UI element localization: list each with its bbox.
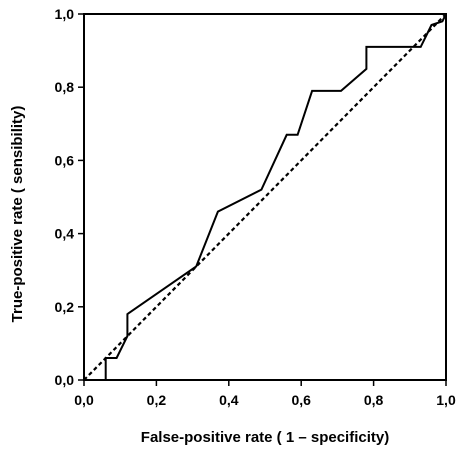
y-axis-title: True-positive rate ( sensibility) bbox=[9, 106, 26, 323]
x-tick-label: 0,6 bbox=[291, 392, 311, 408]
reference-diagonal-line bbox=[83, 13, 447, 381]
x-tick-label: 1,0 bbox=[436, 392, 456, 408]
x-tick-label: 0,2 bbox=[147, 392, 167, 408]
x-tick-label: 0,4 bbox=[219, 392, 239, 408]
y-tick-label: 0,2 bbox=[55, 299, 75, 315]
x-tick-label: 0,8 bbox=[364, 392, 384, 408]
x-axis-title: False-positive rate ( 1 – specificity) bbox=[141, 429, 389, 446]
y-tick-label: 0,6 bbox=[55, 152, 75, 168]
y-tick-label: 0,0 bbox=[55, 372, 75, 388]
y-tick-label: 1,0 bbox=[55, 6, 75, 22]
plot-frame bbox=[83, 13, 447, 381]
x-tick-label: 0,0 bbox=[74, 392, 94, 408]
y-tick-label: 0,8 bbox=[55, 79, 75, 95]
roc-curve-line bbox=[104, 13, 447, 380]
y-tick-label: 0,4 bbox=[55, 226, 75, 242]
